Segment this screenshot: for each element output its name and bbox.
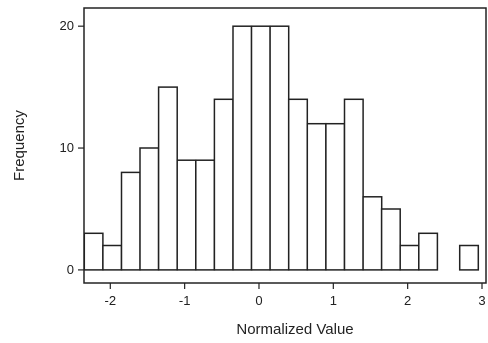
plot-frame xyxy=(83,7,487,284)
histogram-bar-10 xyxy=(269,25,290,271)
histogram-bar-12 xyxy=(306,122,327,271)
x-tick-label: -2 xyxy=(105,293,117,308)
x-tick-label: -1 xyxy=(179,293,191,308)
histogram-bar-5 xyxy=(176,159,197,271)
x-tick-label: 3 xyxy=(478,293,485,308)
histogram-bar-15 xyxy=(362,196,383,271)
histogram-bars xyxy=(83,25,480,271)
histogram-bar-4 xyxy=(157,86,178,271)
histogram-bar-0 xyxy=(83,232,104,271)
y-tick-label: 10 xyxy=(60,140,74,155)
histogram-bar-9 xyxy=(250,25,271,271)
histogram-bar-16 xyxy=(380,208,401,271)
histogram-bar-17 xyxy=(399,244,420,271)
y-axis-ticks: 0 10 20 xyxy=(60,18,84,277)
x-tick-label: 1 xyxy=(330,293,337,308)
axes xyxy=(83,7,487,284)
histogram-bar-8 xyxy=(232,25,253,271)
histogram-bar-19 xyxy=(458,244,480,271)
histogram-bar-2 xyxy=(120,171,141,271)
x-axis-ticks: -2 -1 0 1 2 3 xyxy=(105,283,486,308)
histogram-bar-1 xyxy=(102,244,123,271)
histogram-bar-13 xyxy=(325,122,346,271)
x-axis-label: Normalized Value xyxy=(236,321,353,338)
y-tick-label: 20 xyxy=(60,18,74,33)
y-axis-label: Frequency xyxy=(11,110,28,181)
x-tick-label: 2 xyxy=(404,293,411,308)
histogram-bar-6 xyxy=(195,159,216,271)
x-tick-label: 0 xyxy=(255,293,262,308)
histogram-bar-14 xyxy=(343,98,364,271)
histogram-bar-3 xyxy=(139,147,160,271)
y-tick-label: 0 xyxy=(67,262,74,277)
histogram-bar-11 xyxy=(287,98,309,271)
histogram-bar-18 xyxy=(418,232,439,271)
histogram-bar-7 xyxy=(213,98,234,271)
